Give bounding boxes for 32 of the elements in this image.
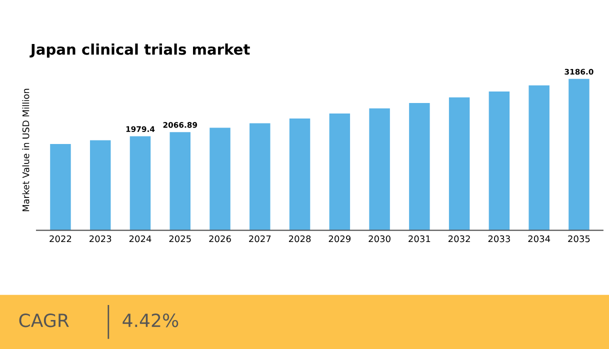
x-tick-label: 2026 [209,235,231,242]
bar [528,85,550,230]
chart-title: Japan clinical trials market [30,44,250,58]
bar [250,123,270,230]
y-axis-title: Market Value in USD Million [22,88,30,212]
bar [130,136,151,230]
text: CAGR [19,314,69,328]
x-tick-label: 2027 [249,235,271,242]
x-tick-label: 2028 [288,235,311,242]
x-tick-label: 2031 [408,235,430,242]
x-tick-label: 2032 [448,235,470,242]
bar [448,97,470,230]
x-tick-label: 2033 [488,235,510,242]
bar [488,91,510,230]
x-tick-label: 2025 [169,235,191,242]
bar [50,144,71,230]
bar [329,114,350,230]
bar [409,102,430,230]
x-tick-label: 2029 [328,235,351,242]
x-tick-label: 2035 [568,235,590,242]
bar [170,132,190,230]
x-tick-label: 2022 [50,235,72,242]
text: 4.42% [122,314,178,328]
bar [369,108,390,230]
bar [289,118,310,230]
x-tick-label: 2023 [90,235,112,242]
bar [90,140,111,230]
x-tick-label: 2030 [368,235,390,242]
bar [210,128,230,230]
x-tick-label: 2024 [129,235,152,242]
bar [568,78,590,230]
x-tick-label: 2034 [528,235,550,242]
